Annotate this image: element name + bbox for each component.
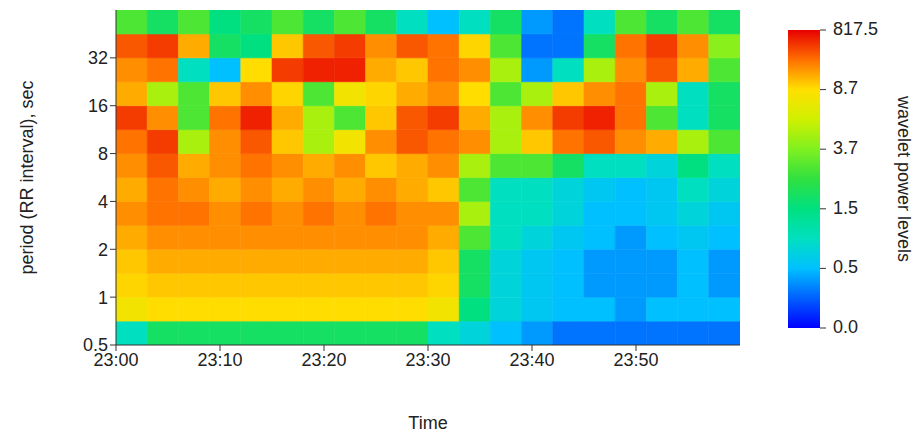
- svg-text:8.7: 8.7: [833, 78, 858, 98]
- svg-text:wavelet power levels: wavelet power levels: [894, 95, 914, 262]
- svg-text:23:10: 23:10: [197, 350, 242, 370]
- svg-text:0.0: 0.0: [833, 317, 858, 337]
- svg-text:Time: Time: [408, 413, 447, 433]
- svg-text:23:20: 23:20: [301, 350, 346, 370]
- svg-text:23:40: 23:40: [509, 350, 554, 370]
- svg-text:23:50: 23:50: [613, 350, 658, 370]
- svg-text:period (RR interval), sec: period (RR interval), sec: [17, 80, 37, 274]
- svg-text:3.7: 3.7: [833, 138, 858, 158]
- svg-text:0.5: 0.5: [833, 257, 858, 277]
- svg-text:1: 1: [98, 288, 108, 308]
- svg-text:23:30: 23:30: [405, 350, 450, 370]
- svg-text:817.5: 817.5: [833, 19, 878, 39]
- svg-text:2: 2: [98, 240, 108, 260]
- svg-text:16: 16: [88, 96, 108, 116]
- svg-text:32: 32: [88, 48, 108, 68]
- svg-text:4: 4: [98, 192, 108, 212]
- svg-text:23:00: 23:00: [93, 349, 139, 370]
- svg-text:0.5: 0.5: [83, 335, 108, 355]
- svg-text:8: 8: [98, 144, 108, 164]
- svg-text:1.5: 1.5: [833, 198, 858, 218]
